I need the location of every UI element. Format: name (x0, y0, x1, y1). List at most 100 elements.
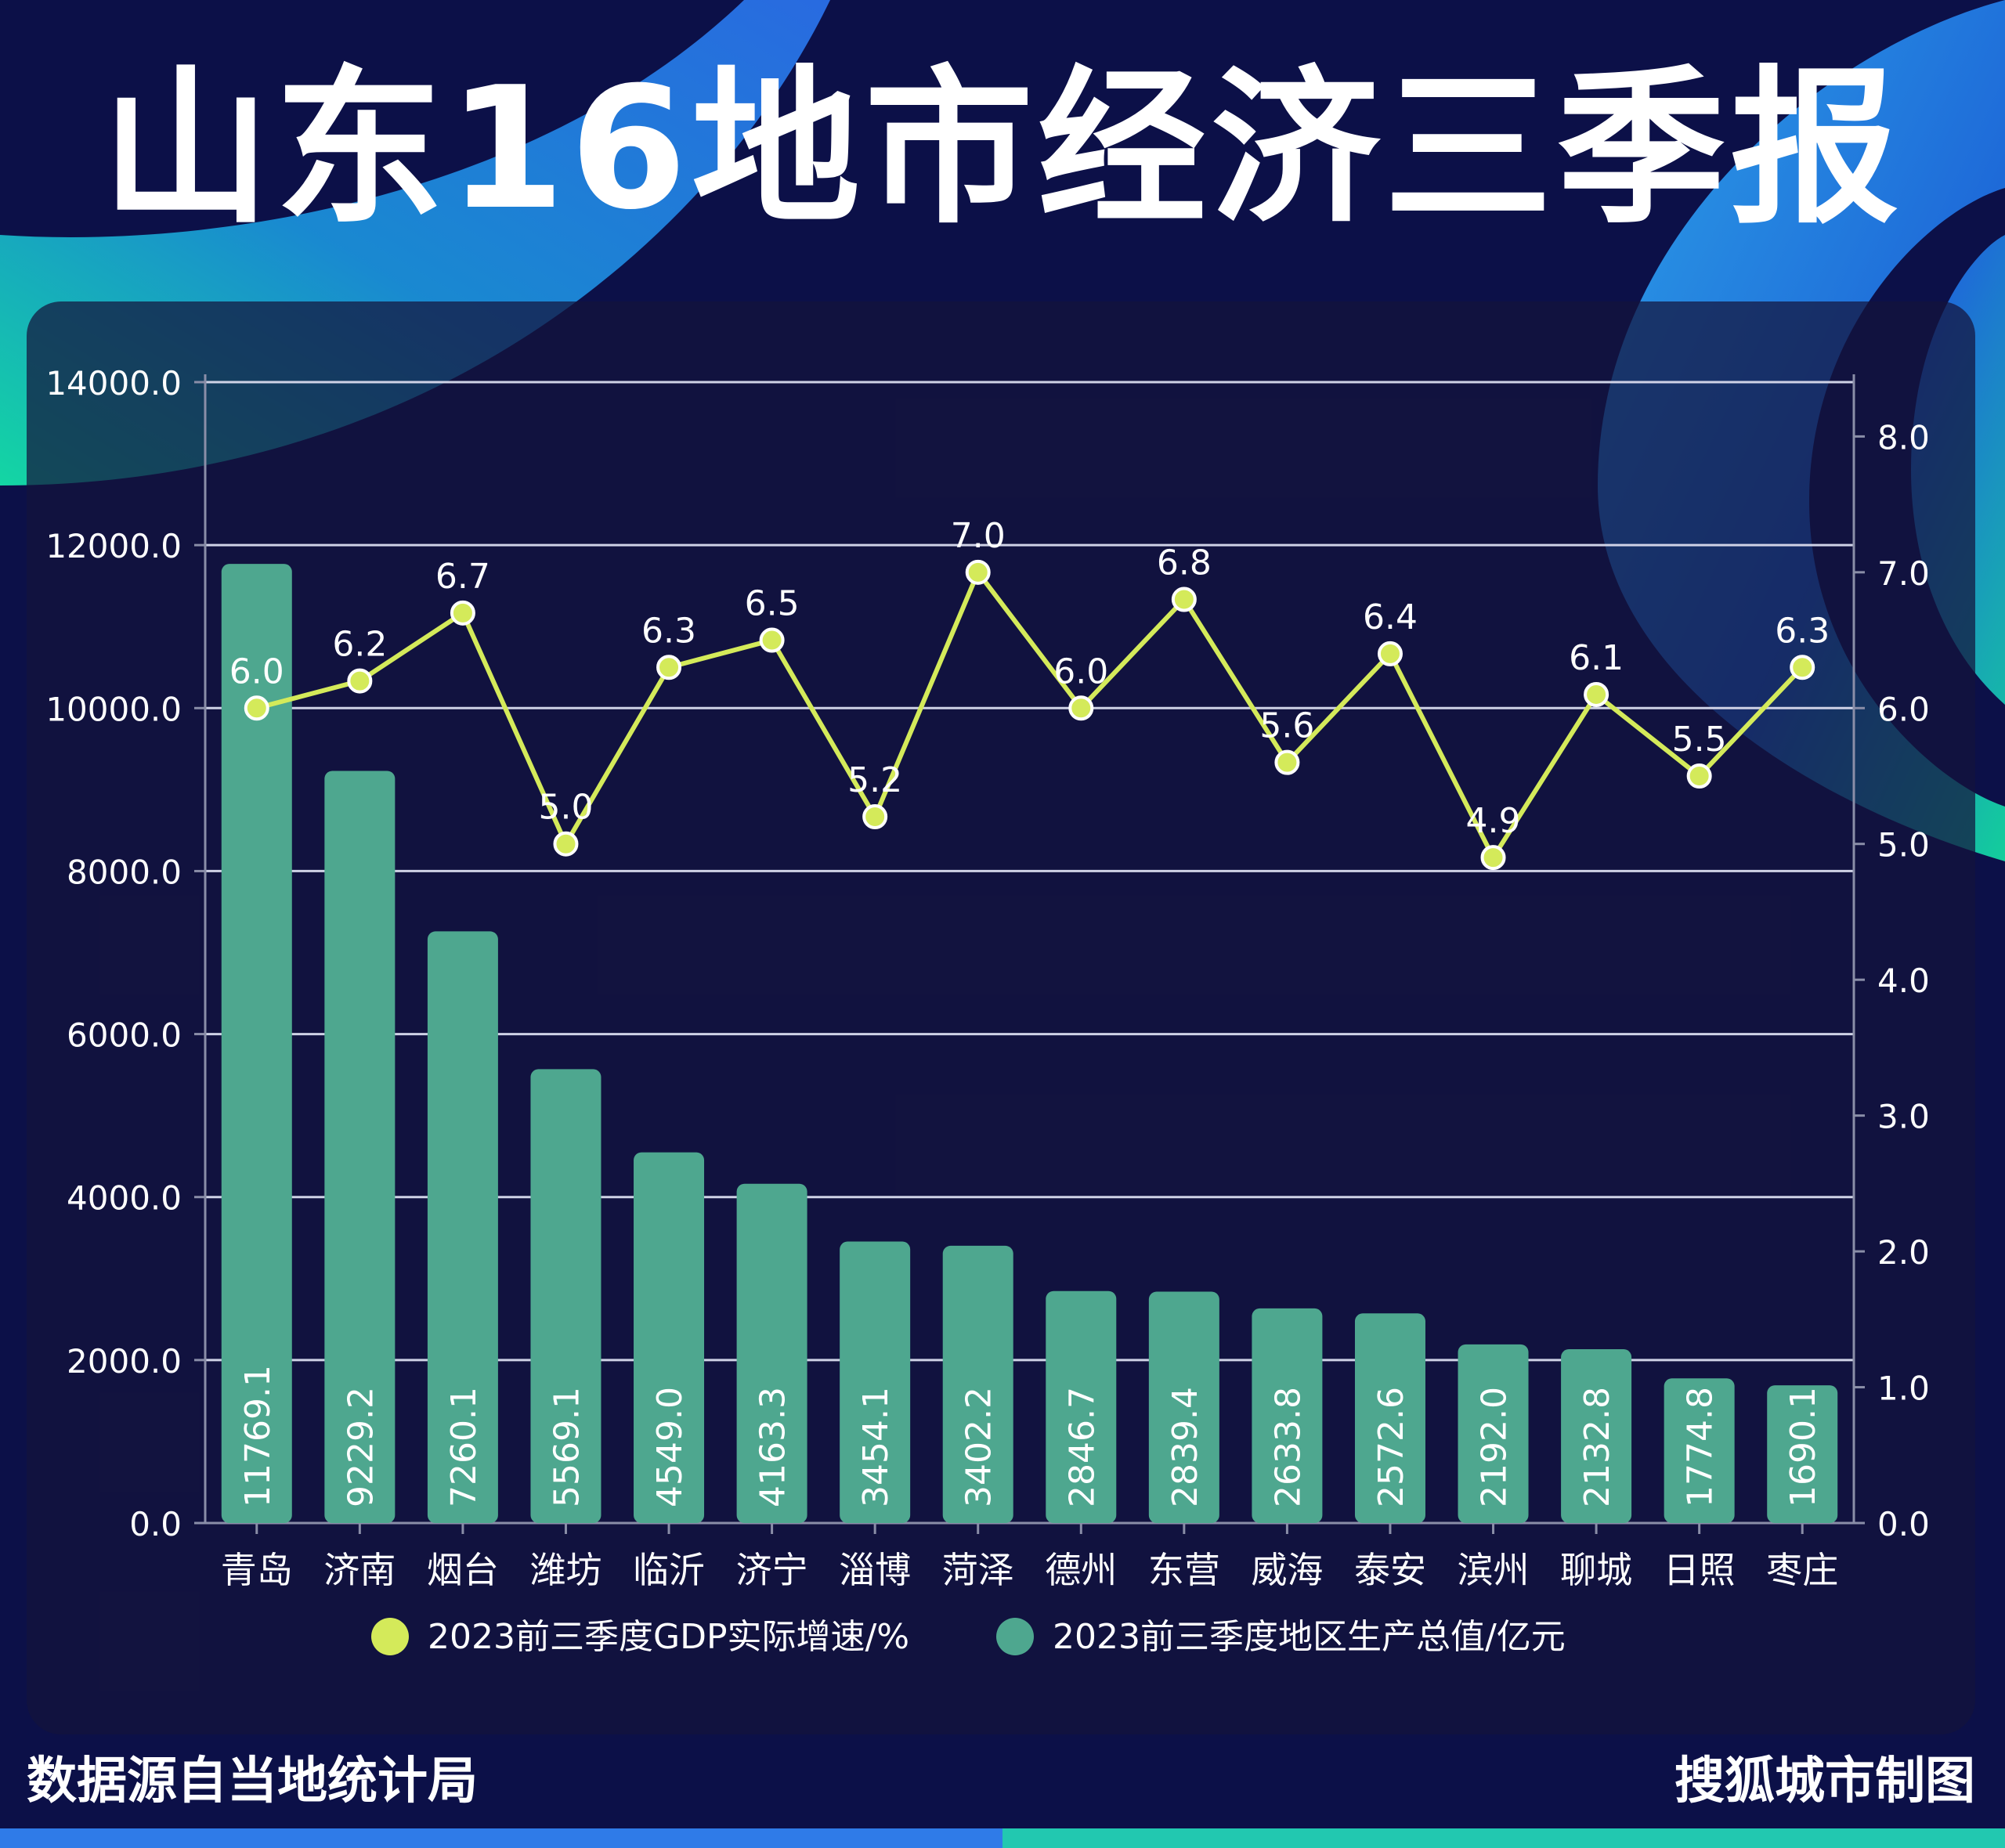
line-point (1171, 587, 1197, 612)
line-point (1584, 681, 1609, 707)
bar-value-label: 7260.1 (444, 1387, 484, 1507)
legend-swatch (996, 1618, 1034, 1655)
x-tick-label: 聊城 (1560, 1549, 1632, 1591)
bar (1252, 1308, 1323, 1523)
left-tick-label: 2000.0 (67, 1342, 182, 1381)
legend-label: 2023前三季度地区生产总值/亿元 (1053, 1617, 1566, 1657)
page-title: 山东16地市经济三季报 (101, 50, 1904, 247)
line-point (1480, 845, 1506, 871)
right-tick-label: 4.0 (1877, 962, 1930, 1000)
bar-series: 11769.1 9229.2 7260.1 5569.1 4549.0 4163.3 345… (221, 564, 1838, 1523)
bar-value-label: 9229.2 (341, 1387, 381, 1507)
legend: 2023前三季度GDP实际增速/% 2023前三季度地区生产总值/亿元 (371, 1617, 1566, 1657)
bar (1767, 1385, 1838, 1523)
x-tick-label: 菏泽 (942, 1549, 1014, 1591)
axes: 0.0 2000.0 4000.0 6000.0 8000.0 10000.0 12000.… (45, 364, 1929, 1591)
growth-line (256, 569, 1804, 861)
x-tick-label: 德州 (1045, 1549, 1117, 1591)
left-tick-label: 10000.0 (45, 690, 182, 728)
line-point (862, 804, 888, 830)
right-tick-label: 7.0 (1877, 554, 1930, 593)
data-source-note: 数据源自当地统计局 (27, 1752, 478, 1810)
line-value-label: 6.0 (229, 651, 284, 691)
legend-label: 2023前三季度GDP实际增速/% (428, 1617, 909, 1657)
x-tick-label: 泰安 (1354, 1549, 1426, 1591)
right-tick-label: 6.0 (1877, 690, 1930, 728)
x-tick-label: 济南 (323, 1549, 396, 1591)
line-point (553, 831, 579, 857)
right-tick-label: 0.0 (1877, 1505, 1930, 1543)
bottom-bar-right (1002, 1828, 2005, 1848)
bar-value-label: 2192.0 (1475, 1387, 1515, 1507)
x-tick-label: 烟台 (427, 1549, 499, 1591)
bar (324, 771, 396, 1523)
bar (1561, 1349, 1632, 1523)
bar-value-label: 2846.7 (1062, 1387, 1102, 1507)
line-value-label: 7.0 (951, 516, 1006, 556)
legend-swatch (371, 1618, 409, 1655)
line-point (1686, 763, 1712, 789)
line-point (244, 695, 269, 721)
line-point (1068, 695, 1094, 721)
bar (221, 564, 292, 1523)
bar (530, 1069, 602, 1523)
right-tick-label: 1.0 (1877, 1370, 1930, 1408)
left-tick-label: 4000.0 (67, 1179, 182, 1218)
bottom-bar-left (0, 1828, 1002, 1848)
line-value-label: 6.0 (1053, 651, 1108, 691)
line-point (347, 668, 373, 694)
bar-value-label: 11769.1 (238, 1365, 278, 1507)
bar-value-label: 2839.4 (1165, 1387, 1205, 1507)
bar-value-label: 4549.0 (650, 1387, 690, 1507)
x-tick-label: 临沂 (633, 1549, 705, 1591)
line-value-label: 6.1 (1569, 638, 1624, 678)
line-value-label: 4.9 (1466, 801, 1521, 841)
line-point (1790, 655, 1815, 680)
bar-value-label: 3402.2 (959, 1387, 999, 1507)
x-tick-label: 日照 (1664, 1549, 1736, 1591)
x-tick-label: 威海 (1251, 1549, 1323, 1591)
x-tick-label: 枣庄 (1766, 1549, 1838, 1591)
line-value-label: 6.5 (745, 584, 800, 624)
bar-value-label: 2132.8 (1577, 1387, 1617, 1507)
bar (1664, 1378, 1735, 1523)
x-tick-label: 潍坊 (529, 1549, 602, 1591)
bar (427, 931, 498, 1523)
right-tick-label: 2.0 (1877, 1233, 1930, 1272)
left-tick-label: 8000.0 (67, 853, 182, 891)
line-value-label: 6.3 (1775, 611, 1830, 651)
line-point (1274, 749, 1300, 775)
bar (1148, 1291, 1219, 1523)
line-value-label: 5.0 (538, 788, 593, 828)
line-series: 6.0 6.2 6.7 5.0 6.3 6.5 5.2 7.0 6.0 6.8 5.6 6.4 4.9 6… (229, 516, 1830, 871)
bar (942, 1245, 1013, 1523)
bar-value-label: 2633.8 (1268, 1387, 1308, 1507)
bar-value-label: 2572.6 (1371, 1387, 1411, 1507)
line-point (450, 600, 475, 626)
line-value-label: 6.8 (1157, 543, 1212, 583)
line-value-label: 6.4 (1363, 597, 1418, 637)
x-tick-label: 青岛 (221, 1549, 293, 1591)
left-tick-label: 14000.0 (45, 364, 182, 402)
line-value-label: 6.2 (332, 625, 387, 665)
x-tick-label: 济宁 (736, 1549, 808, 1591)
right-tick-label: 5.0 (1877, 826, 1930, 864)
left-tick-label: 0.0 (129, 1505, 182, 1543)
bar-value-label: 1774.8 (1681, 1387, 1721, 1507)
bar (840, 1241, 911, 1523)
x-tick-label: 滨州 (1458, 1549, 1530, 1591)
bar (1458, 1344, 1529, 1523)
right-tick-label: 3.0 (1877, 1098, 1930, 1136)
bar (634, 1152, 705, 1523)
line-value-label: 6.3 (641, 611, 696, 651)
x-tick-label: 淄博 (839, 1549, 911, 1591)
left-tick-label: 6000.0 (67, 1016, 182, 1055)
right-tick-label: 8.0 (1877, 418, 1930, 457)
line-point (965, 559, 991, 585)
left-tick-label: 12000.0 (45, 527, 182, 565)
bar-value-label: 1690.1 (1783, 1387, 1823, 1507)
line-point (759, 627, 785, 653)
line-point (656, 655, 682, 680)
bar-value-label: 3454.1 (856, 1387, 896, 1507)
